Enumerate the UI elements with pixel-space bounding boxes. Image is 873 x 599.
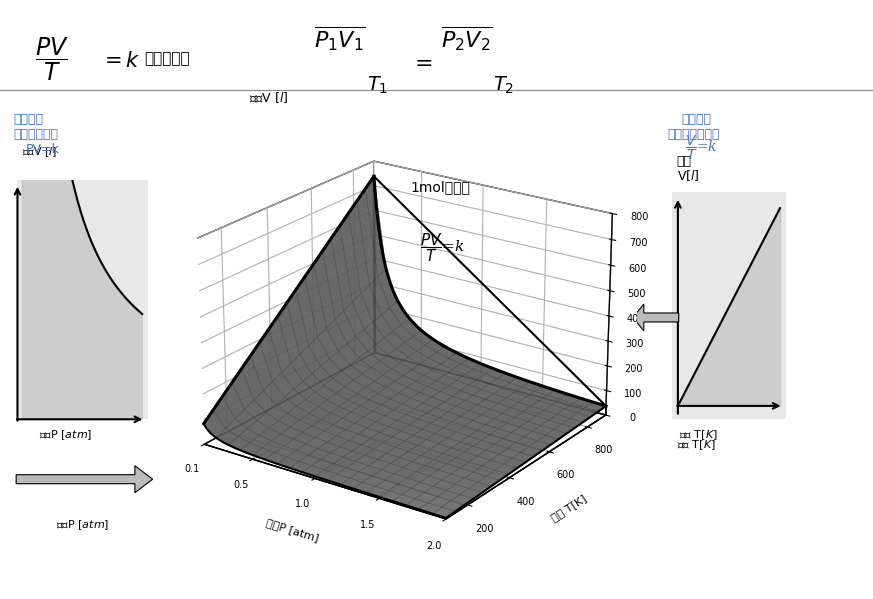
- Text: $T_1$: $T_1$: [367, 75, 388, 96]
- FancyArrow shape: [17, 466, 153, 492]
- Text: シャルルの法則: シャルルの法則: [668, 128, 720, 141]
- Text: 温度 T[$\it{K}$]: 温度 T[$\it{K}$]: [677, 438, 715, 452]
- Text: 圧力P [$\it{atm}$]: 圧力P [$\it{atm}$]: [39, 428, 93, 442]
- Text: V[$\it{l}$]: V[$\it{l}$]: [677, 168, 699, 183]
- Text: $\dfrac{PV}{T}$: $\dfrac{PV}{T}$: [35, 36, 69, 83]
- Text: 体積V [$\it{l}$]: 体積V [$\it{l}$]: [249, 90, 288, 105]
- X-axis label: 圧力P [atm]: 圧力P [atm]: [265, 517, 320, 543]
- Text: 圧力一定: 圧力一定: [681, 113, 711, 126]
- Text: 温度一定: 温度一定: [13, 113, 43, 126]
- Text: 温度 T[$\it{K}$]: 温度 T[$\it{K}$]: [679, 428, 718, 442]
- Text: 体積: 体積: [677, 155, 691, 168]
- Text: となるので: となるので: [144, 51, 189, 66]
- Text: $\overline{P_1 V_1}$: $\overline{P_1 V_1}$: [314, 24, 366, 53]
- Text: PV=k: PV=k: [26, 143, 60, 156]
- Text: $\dfrac{PV}{T}$=k: $\dfrac{PV}{T}$=k: [420, 231, 464, 264]
- Text: $=$: $=$: [410, 51, 433, 73]
- FancyArrow shape: [633, 304, 679, 331]
- Text: $= k$: $= k$: [100, 51, 141, 71]
- Text: 体積V [$\it{l}$]: 体積V [$\it{l}$]: [22, 145, 58, 159]
- Text: 1molの気体: 1molの気体: [410, 181, 471, 195]
- Text: 圧力P [$\it{atm}$]: 圧力P [$\it{atm}$]: [56, 518, 110, 532]
- Y-axis label: 温度 T[K]: 温度 T[K]: [549, 494, 588, 524]
- Text: $T_2$: $T_2$: [493, 75, 514, 96]
- Text: $\overline{P_2 V_2}$: $\overline{P_2 V_2}$: [441, 24, 492, 53]
- Text: $\dfrac{V}{T}$=k: $\dfrac{V}{T}$=k: [685, 134, 718, 162]
- Text: ボイルの法則: ボイルの法則: [13, 128, 58, 141]
